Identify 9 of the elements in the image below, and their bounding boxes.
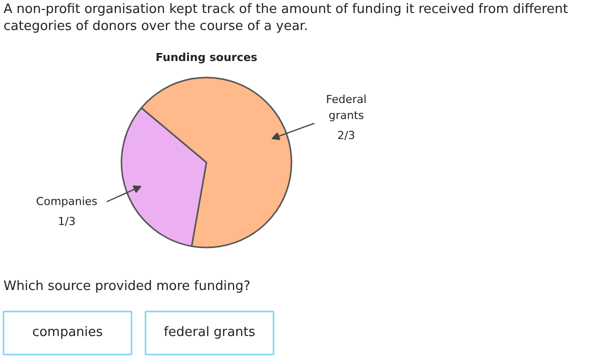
slice-label: Companies: [36, 194, 98, 208]
chart-title: Funding sources: [156, 51, 258, 64]
data-label: 1/3: [58, 214, 76, 228]
text: Which source provided more funding?: [4, 279, 250, 294]
slice-label: Federal grants: [326, 93, 367, 122]
text: A non-profit organisation kept track of the amount of funding it received from different categories of donors over the course of a year.: [4, 2, 568, 34]
data-label: 2/3: [337, 129, 356, 142]
text: companies: [32, 325, 104, 340]
text: federal grants: [164, 325, 256, 340]
